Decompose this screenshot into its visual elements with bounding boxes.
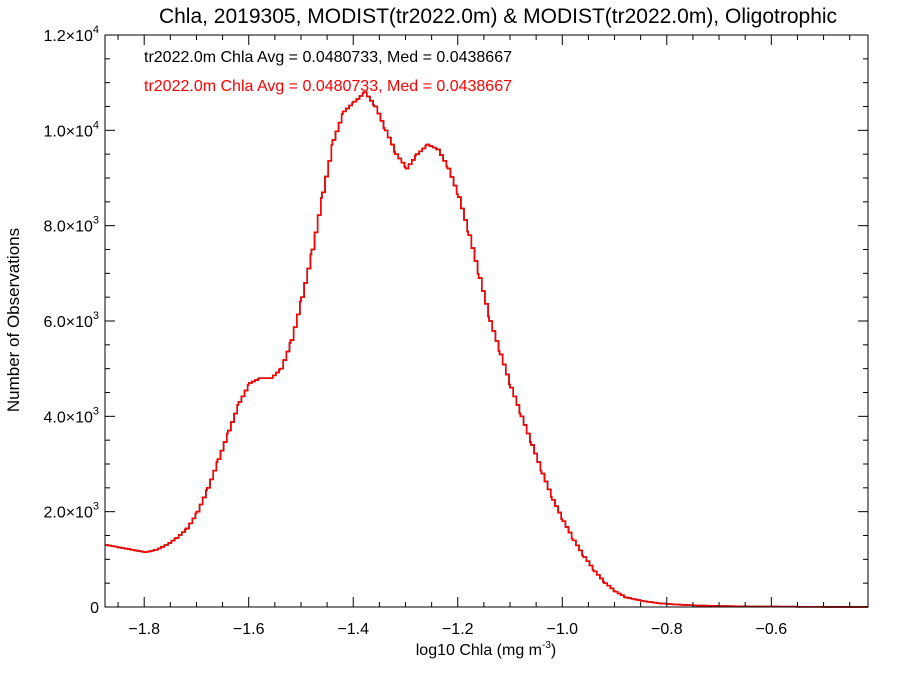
plot-frame — [104, 34, 869, 608]
x-tick-label: −1.2 — [442, 621, 474, 638]
x-axis-label-main: log10 Chla (mg m — [416, 642, 542, 659]
series-line-1 — [105, 91, 868, 608]
y-tick-label: 1.0×104 — [43, 119, 99, 140]
x-tick-label: −1.4 — [337, 621, 369, 638]
series-line-0 — [105, 91, 868, 608]
x-axis-label-close: ) — [551, 642, 556, 659]
x-tick-label: −0.6 — [756, 621, 788, 638]
x-tick-label: −1.6 — [233, 621, 265, 638]
x-tick-label: −0.8 — [651, 621, 683, 638]
y-tick-label: 4.0×103 — [43, 405, 99, 426]
y-axis-label: Number of Observations — [4, 228, 23, 412]
x-tick-label: −1.8 — [128, 621, 160, 638]
x-axis-label: log10 Chla (mg m-3) — [416, 640, 557, 659]
annotation-black: tr2022.0m Chla Avg = 0.0480733, Med = 0.… — [144, 49, 512, 66]
x-axis-ticks: −1.8 −1.6 −1.4 −1.2 −1.0 −0.8 −0.6 — [117, 35, 851, 638]
y-axis-ticks: 0 2.0×103 4.0×103 6.0×103 8.0×103 1.0×104 1.2×… — [43, 24, 868, 617]
x-tick-label: −1.0 — [546, 621, 578, 638]
y-tick-label: 1.2×104 — [43, 24, 99, 45]
y-tick-label: 0 — [90, 600, 99, 617]
y-tick-label: 8.0×103 — [43, 215, 99, 236]
x-axis-label-sup: -3 — [542, 640, 551, 651]
annotation-red: tr2022.0m Chla Avg = 0.0480733, Med = 0.… — [144, 78, 512, 95]
chart-title: Chla, 2019305, MODIST(tr2022.0m) & MODIS… — [159, 5, 837, 28]
y-tick-label: 6.0×103 — [43, 310, 99, 331]
y-tick-label: 2.0×103 — [43, 501, 99, 522]
series-layer — [105, 91, 868, 608]
